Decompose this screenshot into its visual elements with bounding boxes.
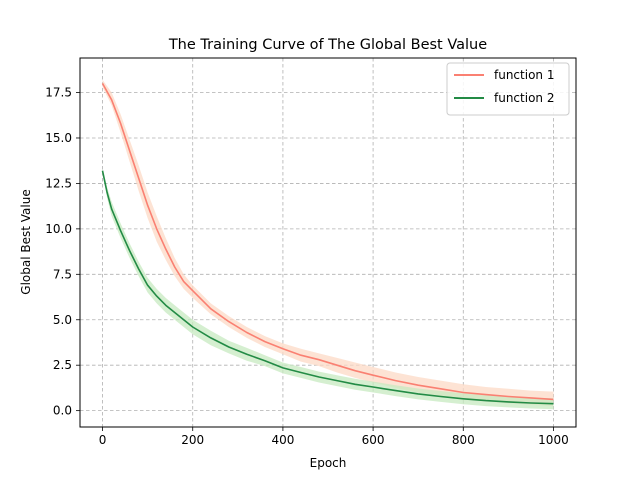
x-axis-label: Epoch <box>310 456 347 470</box>
series-line-function-1 <box>101 83 554 401</box>
legend-label-function-2: function 2 <box>494 91 554 105</box>
plot-frame <box>79 57 577 428</box>
grid <box>80 58 576 427</box>
x-tick-label: 1000 <box>538 433 569 447</box>
chart-title: The Training Curve of The Global Best Va… <box>168 37 487 53</box>
x-tick-label: 400 <box>271 433 294 447</box>
x-tick-label: 0 <box>99 433 107 447</box>
y-tick-label: 15.0 <box>45 131 72 145</box>
x-tick-label: 800 <box>452 433 475 447</box>
y-tick-label: 2.5 <box>53 358 72 372</box>
y-tick-label: 12.5 <box>45 176 72 190</box>
y-axis-label: Global Best Value <box>19 189 33 294</box>
series-line-function-2 <box>101 170 554 405</box>
y-tick-label: 5.0 <box>53 313 72 327</box>
legend-label-function-1: function 1 <box>494 68 554 82</box>
y-tick-label: 7.5 <box>53 267 72 281</box>
y-tick-label: 0.0 <box>53 404 72 418</box>
legend: function 1 function 2 <box>446 62 570 116</box>
x-tick-label: 600 <box>362 433 385 447</box>
y-tick-label: 10.0 <box>45 222 72 236</box>
x-tick-label: 200 <box>181 433 204 447</box>
series-lines <box>101 83 554 405</box>
axis-ticks: 0 200 400 600 800 1000 0.0 2.5 5.0 7.5 10.0 12.5 15.… <box>45 86 568 447</box>
y-tick-label: 17.5 <box>45 86 72 100</box>
